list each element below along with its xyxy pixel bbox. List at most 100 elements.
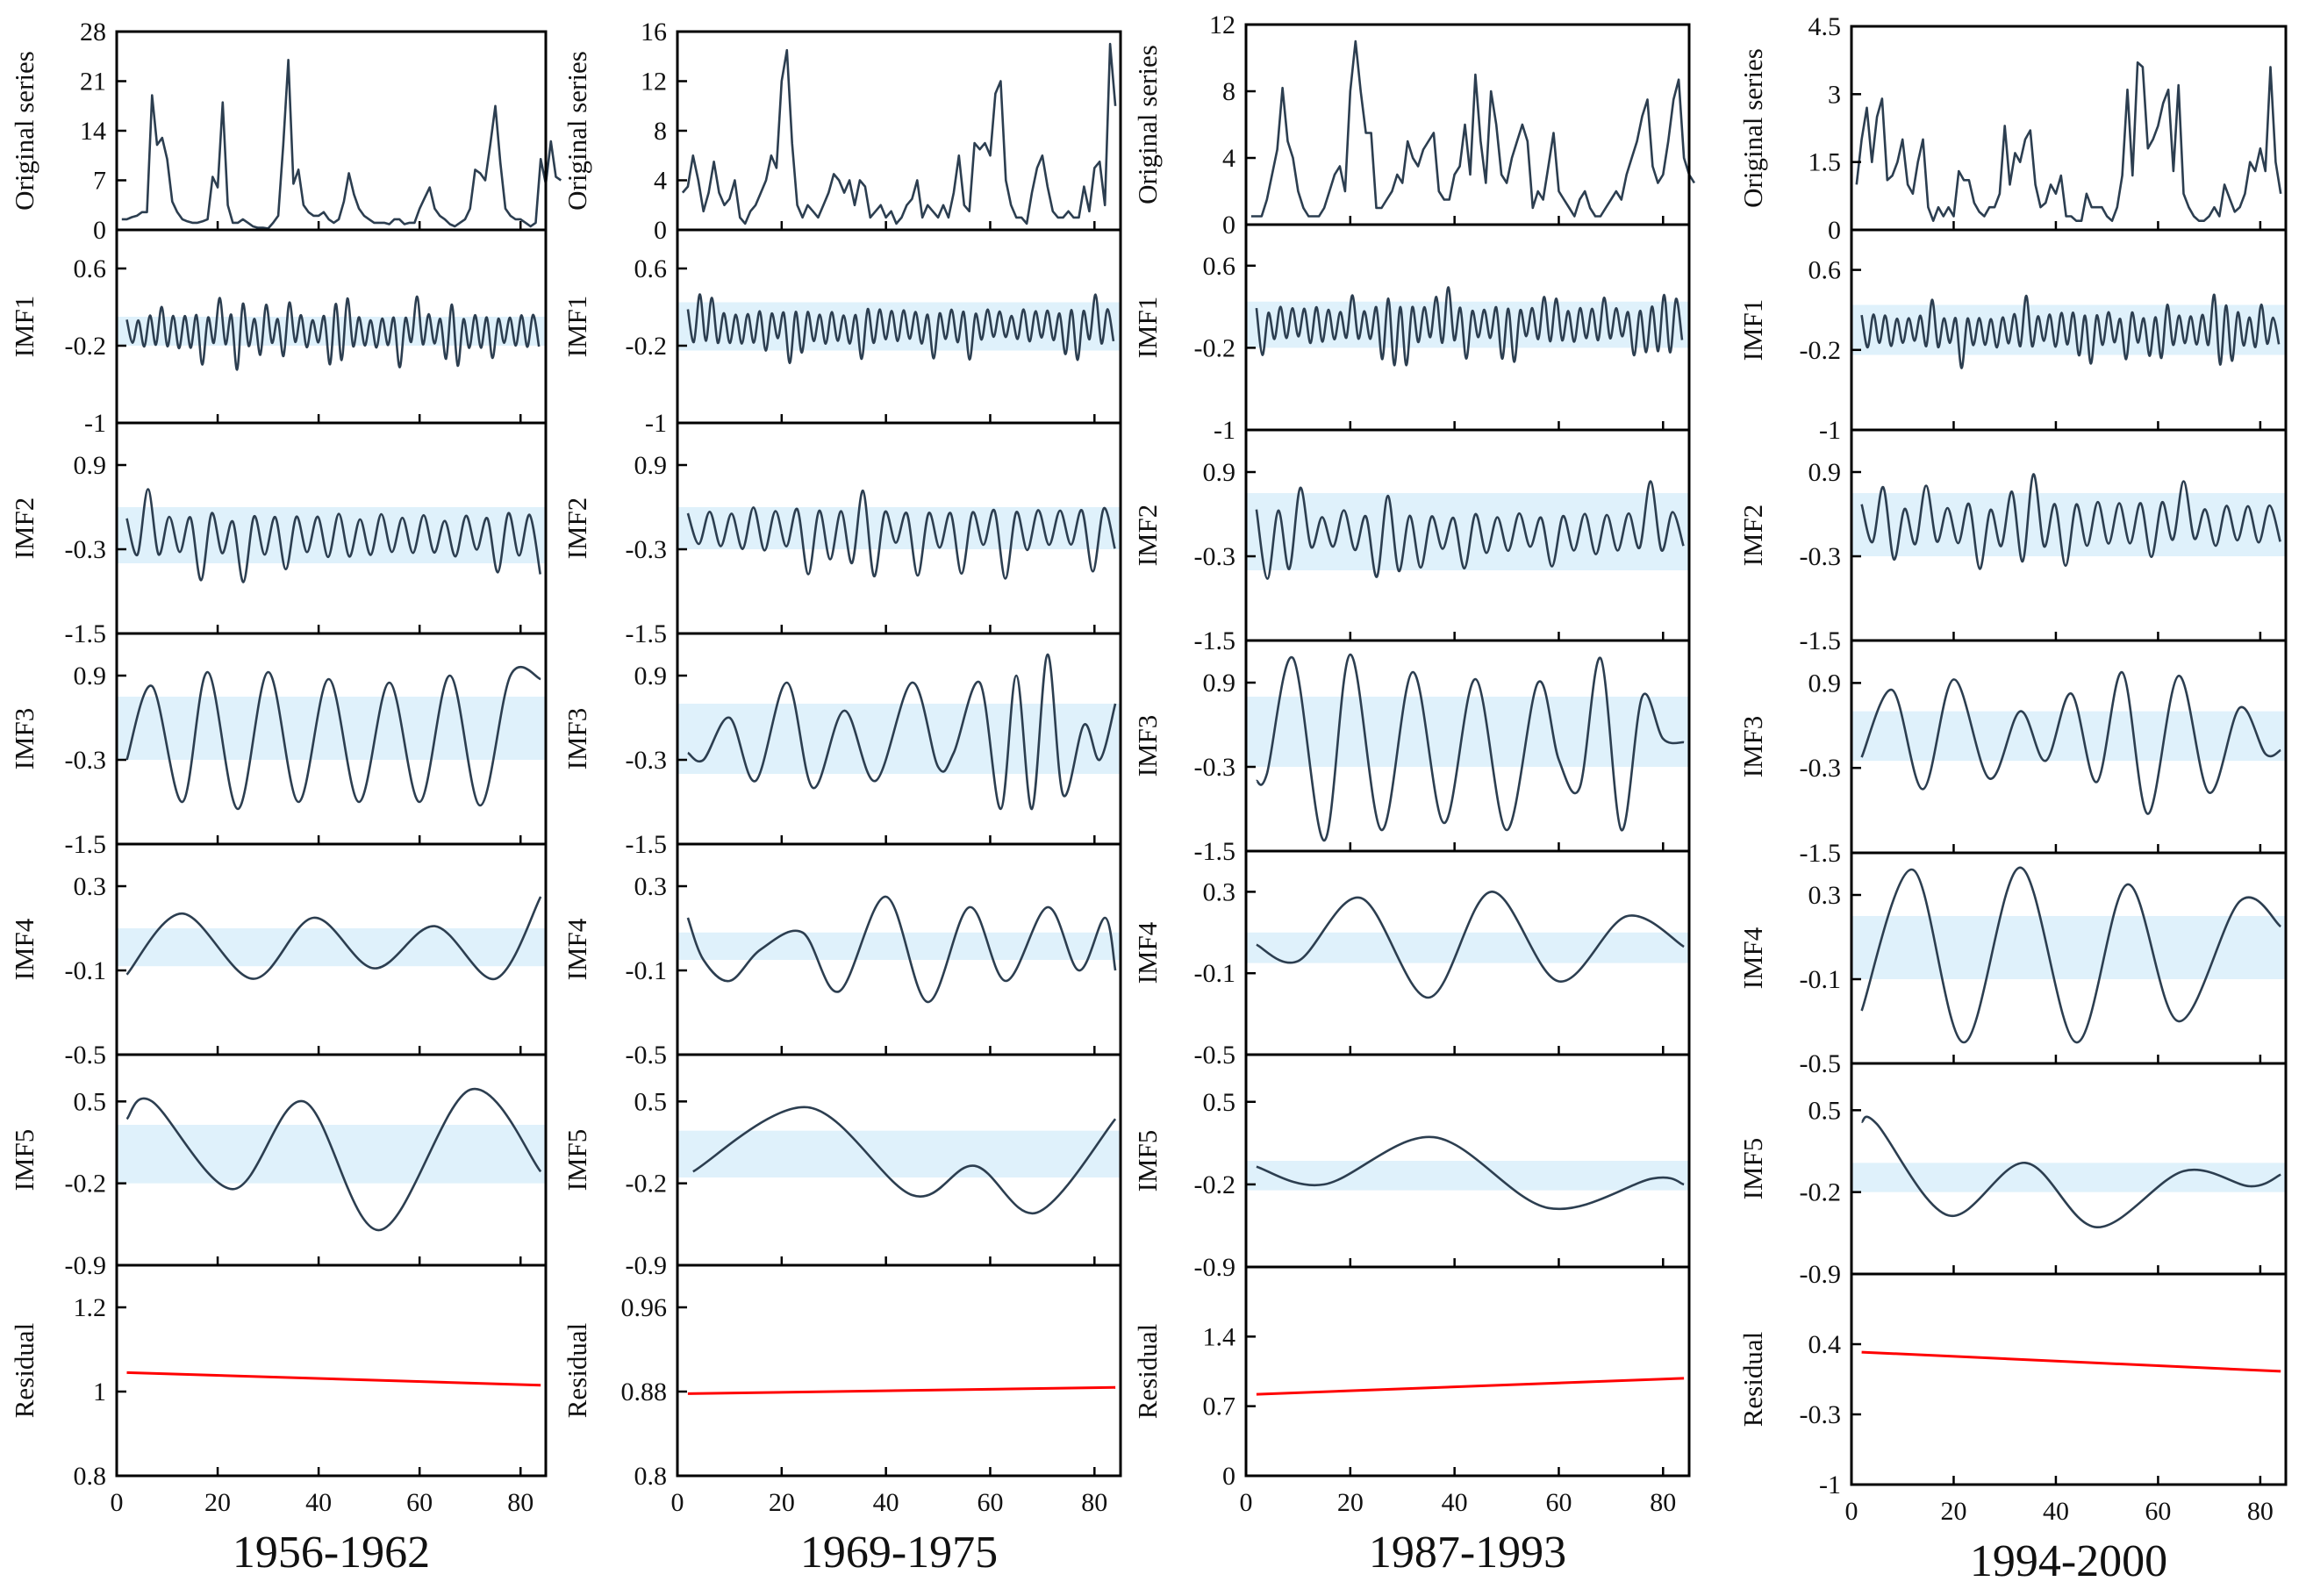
y-tick-label: -0.2: [1800, 1178, 1842, 1207]
panel-imf3: -1.5 -0.3 0.9 IMF3: [1737, 639, 2288, 868]
x-tick-label: 0: [1240, 1488, 1253, 1517]
x-tick-label: 40: [2043, 1497, 2069, 1526]
panel-imf3: -1.5 -0.3 0.9 IMF3: [9, 632, 548, 859]
y-tick-label: 0.9: [634, 451, 668, 480]
y-tick-label: 7: [93, 167, 106, 196]
series-line: [686, 489, 1116, 580]
shaded-band: [677, 302, 1121, 351]
y-tick-label: -1.5: [1194, 837, 1236, 866]
x-tick-label: 0: [111, 1488, 124, 1517]
panel-imf5: -0.9 -0.2 0.5 IMF5: [9, 1053, 548, 1280]
y-tick-label: -0.5: [65, 1041, 107, 1070]
series-line: [125, 295, 541, 371]
y-tick-label: 0.8: [74, 1462, 107, 1491]
y-tick-label: -0.1: [626, 956, 668, 985]
series-line: [1855, 61, 2282, 222]
y-tick-label: -0.3: [65, 535, 107, 564]
shaded-band: [117, 507, 546, 563]
y-tick-label: -0.3: [1800, 1400, 1842, 1429]
y-axis-label: IMF1: [1132, 297, 1163, 359]
panel-frame: [676, 1263, 1122, 1478]
y-axis-label: IMF4: [1737, 927, 1768, 989]
y-axis-label: IMF5: [1737, 1138, 1768, 1200]
series-line: [1860, 473, 2281, 570]
y-tick-label: -1.5: [65, 830, 107, 859]
panel-imf1: -1 -0.2 0.6 IMF1: [562, 228, 1122, 438]
y-axis-label: IMF5: [562, 1129, 592, 1192]
y-tick-label: 0: [1222, 211, 1235, 240]
y-tick-label: 1.2: [74, 1293, 107, 1322]
x-tick-label: 80: [1081, 1488, 1107, 1517]
panel-imf2: -1.5 -0.3 0.9 IMF2: [562, 421, 1122, 648]
y-axis-label: IMF2: [1737, 505, 1768, 567]
y-tick-label: 1.4: [1203, 1322, 1236, 1351]
series-line: [125, 488, 541, 583]
panel-imf4: -0.5 -0.1 0.3 IMF4: [1737, 851, 2288, 1078]
y-tick-label: -1.5: [1800, 626, 1842, 655]
series-line: [1860, 866, 2282, 1044]
panel-original-series: 0 1.5 3 4.5 Original series: [1737, 12, 2288, 245]
y-tick-label: 0.9: [1808, 458, 1842, 487]
series-line: [126, 1371, 541, 1387]
y-tick-label: -1: [645, 409, 667, 438]
x-tick-label: 80: [1650, 1488, 1676, 1517]
y-tick-label: 0.5: [1203, 1088, 1236, 1117]
series-line: [1860, 293, 2281, 369]
y-tick-label: -0.2: [626, 332, 668, 361]
series-line: [1256, 1377, 1685, 1396]
series-line: [1255, 480, 1685, 580]
y-tick-label: 0.5: [74, 1087, 107, 1116]
panel-residual: 0 0.7 1.4 Residual: [1132, 1265, 1691, 1491]
y-tick-label: 0.9: [1203, 458, 1236, 487]
period-title: 1994-2000: [1970, 1536, 2167, 1586]
series-line: [1860, 670, 2281, 815]
x-tick-label: 60: [406, 1488, 433, 1517]
y-tick-label: 0.88: [621, 1378, 668, 1406]
y-tick-label: -0.5: [1194, 1041, 1236, 1070]
x-tick-label: 60: [1545, 1488, 1572, 1517]
panel-residual: 0.8 0.88 0.96 Residual: [562, 1263, 1122, 1491]
y-tick-label: 0.9: [634, 662, 668, 691]
shaded-band: [117, 928, 546, 967]
y-tick-label: -0.2: [65, 1170, 107, 1199]
y-axis-label: IMF4: [562, 918, 592, 980]
y-tick-label: 28: [80, 18, 106, 47]
y-axis-label: Residual: [9, 1323, 39, 1419]
x-tick-label: 40: [1442, 1488, 1468, 1517]
x-tick-label: 60: [2145, 1497, 2171, 1526]
y-tick-label: 21: [80, 68, 106, 97]
y-tick-label: -0.9: [626, 1251, 668, 1280]
y-tick-label: 0.9: [74, 662, 107, 691]
panel-original-series: 0 4 8 12 16 Original series: [562, 18, 1122, 245]
x-tick-label: 80: [507, 1488, 534, 1517]
panel-imf4: -0.5 -0.1 0.3 IMF4: [9, 842, 548, 1070]
panel-frame: [1244, 1265, 1691, 1478]
series-line: [1861, 1350, 2281, 1373]
series-line: [125, 896, 542, 980]
y-tick-label: 0.9: [1808, 669, 1842, 698]
y-tick-label: 4: [1222, 144, 1235, 173]
series-line: [687, 1385, 1116, 1395]
shaded-band: [677, 1130, 1121, 1177]
y-tick-label: 0: [1222, 1462, 1235, 1491]
x-tick-label: 40: [873, 1488, 899, 1517]
x-tick-label: 0: [1845, 1497, 1858, 1526]
x-tick-label: 80: [2247, 1497, 2274, 1526]
x-tick-label: 60: [977, 1488, 1003, 1517]
y-axis-label: Residual: [562, 1323, 592, 1419]
y-tick-label: -0.2: [1800, 336, 1842, 365]
panel-imf2: -1.5 -0.3 0.9 IMF2: [9, 421, 548, 648]
y-axis-label: Original series: [1132, 45, 1163, 204]
x-tick-label: 20: [769, 1488, 795, 1517]
y-axis-label: Original series: [9, 51, 39, 211]
y-tick-label: -0.9: [1800, 1260, 1842, 1289]
y-axis-label: IMF2: [562, 497, 592, 560]
y-tick-label: 0.96: [621, 1293, 668, 1322]
series-line: [125, 665, 541, 811]
series-line: [681, 42, 1117, 225]
panel-imf1: -1 -0.2 0.6 IMF1: [9, 228, 548, 438]
y-tick-label: 0.3: [1203, 877, 1236, 906]
x-tick-label: 20: [204, 1488, 231, 1517]
y-tick-label: 0.8: [634, 1462, 668, 1491]
